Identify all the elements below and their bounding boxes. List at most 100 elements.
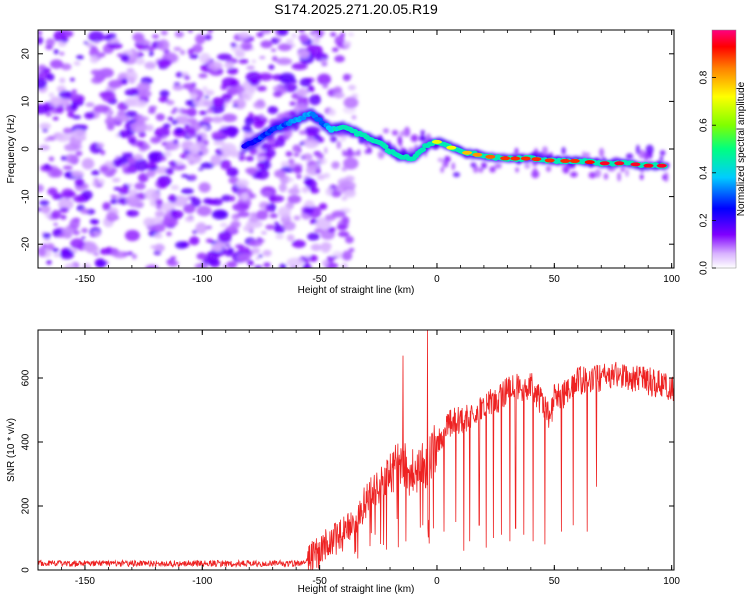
noise-blob: [181, 108, 189, 115]
noise-blob: [81, 236, 86, 240]
noise-blob: [85, 102, 95, 107]
colorbar-tick-label: 0.2: [699, 213, 710, 227]
noise-blob: [100, 149, 106, 156]
noise-blob: [243, 225, 255, 232]
noise-blob: [342, 73, 351, 82]
noise-blob: [57, 233, 65, 238]
noise-blob: [638, 149, 646, 159]
noise-blob: [45, 38, 56, 47]
spectrogram-xtick-label: -100: [192, 274, 212, 285]
noise-blob: [168, 194, 177, 203]
noise-blob: [134, 100, 148, 108]
noise-blob: [322, 83, 329, 89]
noise-blob: [343, 96, 359, 109]
noise-blob: [38, 30, 43, 36]
noise-blob: [62, 165, 73, 170]
noise-blob: [234, 98, 247, 110]
noise-blob: [224, 249, 234, 257]
spectrogram-xtick-label: 100: [663, 274, 680, 285]
noise-blob: [183, 115, 189, 119]
noise-blob: [42, 128, 49, 133]
noise-blob: [220, 142, 237, 156]
noise-blob: [303, 138, 319, 149]
noise-blob: [287, 177, 294, 182]
noise-blob: [261, 231, 267, 235]
noise-blob: [343, 157, 359, 170]
noise-blob: [232, 100, 239, 104]
noise-blob: [598, 147, 605, 158]
noise-blob: [45, 243, 55, 251]
noise-blob: [47, 187, 58, 196]
noise-blob: [269, 213, 278, 219]
noise-blob: [256, 156, 266, 162]
noise-blob: [59, 77, 66, 84]
noise-blob: [310, 243, 322, 252]
noise-blob: [148, 105, 158, 110]
noise-blob: [199, 52, 211, 64]
noise-blob: [183, 203, 196, 214]
ridge-core-blob: [500, 156, 511, 161]
noise-blob: [46, 73, 55, 82]
noise-blob: [221, 194, 232, 202]
noise-blob: [202, 125, 209, 130]
noise-blob: [58, 90, 72, 99]
noise-blob: [39, 200, 50, 206]
noise-blob: [211, 116, 224, 123]
noise-blob: [452, 172, 461, 178]
noise-blob: [81, 228, 89, 234]
noise-blob: [226, 260, 238, 268]
noise-blob: [282, 221, 296, 231]
noise-blob: [302, 206, 314, 215]
noise-blob: [231, 84, 246, 95]
spectrogram-ytick-label: 20: [21, 48, 32, 60]
noise-blob: [82, 183, 89, 190]
noise-blob: [331, 210, 346, 218]
noise-blob: [44, 213, 51, 218]
noise-blob: [118, 129, 131, 138]
noise-blob: [206, 250, 220, 261]
noise-blob: [364, 149, 368, 155]
noise-blob: [179, 49, 186, 55]
noise-blob: [232, 104, 239, 108]
noise-blob: [166, 231, 172, 237]
snr-xtick-label: -150: [75, 576, 95, 587]
noise-blob: [625, 153, 634, 160]
noise-blob: [155, 198, 164, 206]
noise-blob: [202, 86, 208, 91]
noise-blob: [328, 108, 336, 117]
noise-blob: [229, 195, 236, 202]
noise-blob: [94, 41, 99, 45]
noise-blob: [91, 76, 103, 84]
noise-blob: [53, 49, 59, 55]
noise-blob: [399, 130, 407, 137]
noise-blob: [244, 117, 254, 126]
spectrogram-ytick-label: -10: [21, 189, 32, 204]
noise-blob: [662, 174, 667, 181]
snr-frame: [37, 329, 675, 571]
noise-blob: [42, 67, 51, 73]
noise-blob: [330, 32, 337, 37]
noise-blob: [113, 186, 121, 191]
noise-blob: [248, 215, 260, 223]
noise-blob: [189, 93, 199, 100]
noise-blob: [111, 177, 121, 183]
noise-blob: [366, 146, 372, 154]
noise-blob: [184, 123, 190, 130]
spectrogram-plot-area: [38, 30, 670, 268]
noise-blob: [160, 30, 168, 36]
snr-ylabel: SNR (10 * v/v): [6, 418, 17, 482]
noise-blob: [274, 138, 286, 147]
noise-blob: [85, 244, 99, 254]
noise-blob: [38, 77, 47, 90]
noise-blob: [310, 219, 318, 224]
noise-blob: [515, 167, 519, 173]
noise-blob: [333, 86, 343, 95]
noise-blob: [144, 144, 151, 150]
noise-blob: [306, 87, 315, 93]
noise-blob: [299, 77, 312, 87]
noise-blob: [198, 182, 211, 193]
noise-blob: [256, 99, 265, 107]
noise-blob: [545, 165, 552, 172]
noise-blob: [133, 153, 144, 161]
noise-blob: [321, 242, 332, 250]
